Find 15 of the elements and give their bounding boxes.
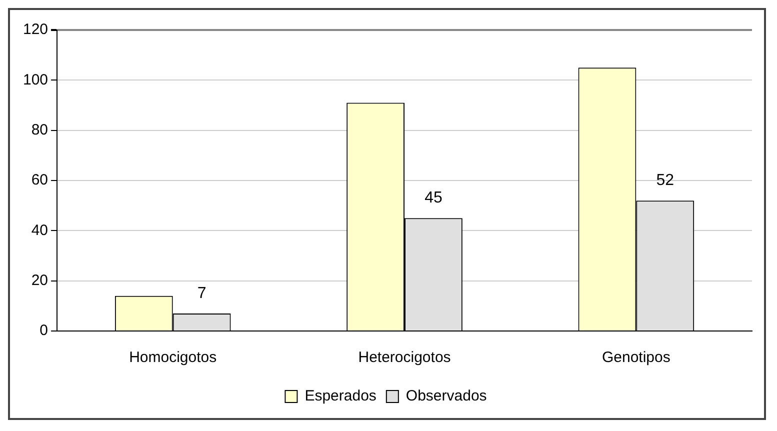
legend-label: Observados — [406, 388, 487, 405]
legend-label: Esperados — [304, 388, 376, 405]
y-tick-label: 120 — [22, 21, 48, 38]
x-tick-label: Homocigotos — [129, 349, 217, 366]
data-label: 7 — [197, 284, 206, 302]
y-tick-label: 100 — [22, 71, 48, 88]
y-tick-label: 80 — [31, 121, 48, 138]
x-tick-label: Genotipos — [602, 349, 670, 366]
y-tick-label: 60 — [31, 172, 48, 189]
y-tick-label: 0 — [40, 322, 48, 340]
y-tick-label: 40 — [31, 222, 48, 239]
data-label: 45 — [424, 190, 442, 207]
data-label: 52 — [656, 172, 674, 189]
y-tick-label: 20 — [31, 272, 48, 289]
x-tick-label: Heterocigotos — [358, 349, 451, 366]
